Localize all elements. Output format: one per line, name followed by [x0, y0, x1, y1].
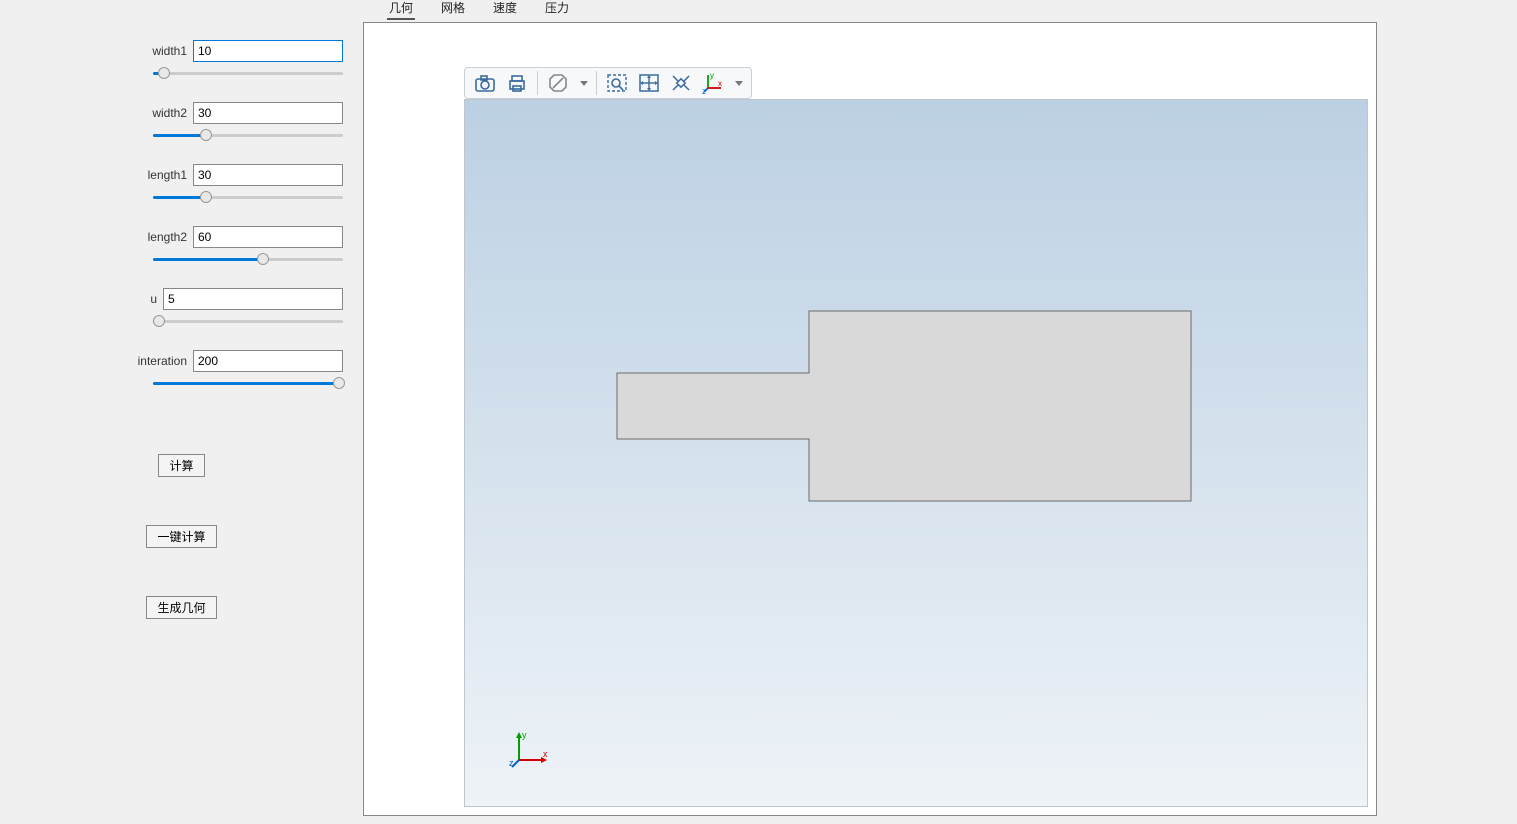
param-input-interation[interactable]	[193, 350, 343, 372]
tab-网格[interactable]: 网格	[439, 0, 467, 20]
param-slider-row	[0, 252, 363, 266]
svg-text:z: z	[702, 87, 706, 94]
param-slider-row	[0, 314, 363, 328]
panel-buttons: 计算 一键计算 生成几何	[0, 430, 363, 643]
param-slider-length2[interactable]	[153, 252, 343, 266]
svg-text:x: x	[718, 79, 722, 88]
axes-icon[interactable]: yx z	[698, 70, 728, 96]
param-label: length1	[148, 168, 187, 182]
param-row-interation: interation	[0, 350, 363, 372]
param-row-width1: width1	[0, 40, 363, 62]
param-input-width2[interactable]	[193, 102, 343, 124]
toolbar-separator	[596, 71, 597, 95]
param-input-u[interactable]	[163, 288, 343, 310]
param-label: width1	[152, 44, 187, 58]
param-slider-width2[interactable]	[153, 128, 343, 142]
param-input-length2[interactable]	[193, 226, 343, 248]
zoom-fit-icon[interactable]	[666, 69, 696, 97]
dropdown-caret-icon[interactable]	[575, 69, 591, 97]
param-row-length2: length2	[0, 226, 363, 248]
scene-canvas[interactable]: y x z	[464, 99, 1368, 807]
param-row-width2: width2	[0, 102, 363, 124]
tab-几何[interactable]: 几何	[387, 0, 415, 20]
param-slider-length1[interactable]	[153, 190, 343, 204]
param-slider-row	[0, 66, 363, 80]
tab-bar: 几何 网格 速度 压力	[363, 0, 1517, 20]
toolbar-separator	[537, 71, 538, 95]
tab-速度[interactable]: 速度	[491, 0, 519, 20]
tab-压力[interactable]: 压力	[543, 0, 571, 20]
param-input-length1[interactable]	[193, 164, 343, 186]
scene-toolbar: yx z	[464, 67, 752, 99]
one-key-compute-button[interactable]: 一键计算	[146, 525, 216, 548]
zoom-box-icon[interactable]	[602, 69, 632, 97]
print-icon[interactable]	[502, 69, 532, 97]
geometry-shape	[617, 308, 1191, 504]
svg-text:y: y	[522, 730, 527, 740]
param-slider-width1[interactable]	[153, 66, 343, 80]
viewport-frame: yxz y x z	[363, 22, 1377, 816]
dropdown-caret-icon[interactable]	[730, 69, 746, 97]
svg-text:z: z	[509, 758, 514, 768]
param-input-width1[interactable]	[193, 40, 343, 62]
param-label: length2	[148, 230, 187, 244]
param-slider-row	[0, 376, 363, 390]
param-row-u: u	[0, 288, 363, 310]
forbid-icon[interactable]	[543, 69, 573, 97]
svg-text:y: y	[710, 72, 714, 80]
param-slider-row	[0, 128, 363, 142]
camera-icon[interactable]	[470, 69, 500, 97]
main-area: 几何网格速度压力 yxz y x z	[363, 0, 1517, 824]
compute-button[interactable]: 计算	[158, 454, 204, 477]
fit-extents-icon[interactable]	[634, 69, 664, 97]
param-label: interation	[138, 354, 187, 368]
param-label: u	[150, 292, 157, 306]
parameter-list: width1 width2 length1 length2 u interation	[0, 40, 363, 390]
param-slider-interation[interactable]	[153, 376, 343, 390]
axes-triad: y x z	[509, 730, 549, 770]
svg-text:x: x	[543, 749, 548, 759]
param-row-length1: length1	[0, 164, 363, 186]
build-geometry-button[interactable]: 生成几何	[146, 596, 216, 619]
param-slider-u[interactable]	[153, 314, 343, 328]
parameter-panel: width1 width2 length1 length2 u interation 计算…	[0, 0, 363, 824]
param-label: width2	[152, 106, 187, 120]
param-slider-row	[0, 190, 363, 204]
